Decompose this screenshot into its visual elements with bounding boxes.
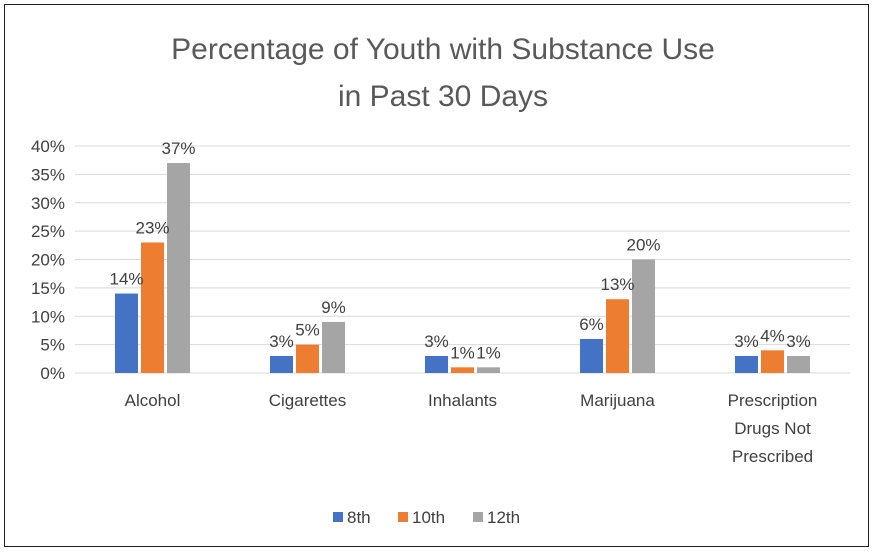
category-label: Marijuana [580,391,655,410]
category-label: Inhalants [428,391,497,410]
gridlines [75,145,850,374]
chart-title-line-1: Percentage of Youth with Substance Use [171,33,715,66]
y-axis-ticks: 0% 5% 10% 15% 20% 25% 30% 35% 40% [31,137,65,383]
category-label: Cigarettes [269,391,346,410]
data-label: 5% [295,321,320,340]
data-label: 23% [135,218,169,237]
category-label: Drugs Not [734,419,811,438]
data-label: 20% [626,236,660,255]
bar-10th-3 [606,299,629,373]
y-tick-label: 0% [40,364,65,383]
data-label: 9% [321,298,346,317]
bar-12th-4 [787,355,810,373]
data-labels: 14% 3% 3% 6% 3% 23% 5% 1% 13% 4% 37% 9% 1% 20% 3% [109,139,810,362]
bar-10th-1 [296,344,319,373]
y-tick-label: 20% [31,251,65,270]
data-label: 14% [109,270,143,289]
legend-swatch-12th [473,512,483,522]
data-label: 3% [786,332,811,351]
y-tick-label: 10% [31,307,65,326]
category-label: Alcohol [125,391,181,410]
data-label: 3% [269,332,294,351]
data-label: 6% [579,315,604,334]
bar-8th-0 [115,293,138,373]
bar-12th-2 [477,367,500,373]
legend: 8th 10th 12th [333,508,520,527]
bars [115,163,810,373]
bar-8th-3 [580,338,603,373]
chart-title: Percentage of Youth with Substance Use in… [171,33,715,113]
category-label: Prescription [728,391,818,410]
data-label: 4% [760,326,785,345]
legend-swatch-8th [333,512,343,522]
chart-svg: Percentage of Youth with Substance Use in… [31,33,850,527]
category-label: Prescribed [732,447,813,466]
bar-8th-1 [270,355,293,373]
y-tick-label: 30% [31,194,65,213]
legend-label-12th: 12th [487,508,520,527]
data-label: 1% [450,343,475,362]
bar-10th-2 [451,367,474,373]
bar-12th-1 [322,321,345,373]
legend-swatch-10th [398,512,408,522]
bar-8th-4 [735,355,758,373]
bar-12th-3 [632,259,655,373]
bar-10th-0 [141,242,164,373]
y-tick-label: 15% [31,279,65,298]
bar-12th-0 [167,163,190,373]
y-tick-label: 40% [31,137,65,156]
y-tick-label: 25% [31,222,65,241]
data-label: 13% [600,275,634,294]
y-tick-label: 35% [31,165,65,184]
legend-label-10th: 10th [412,508,445,527]
data-label: 3% [424,332,449,351]
chart-title-line-2: in Past 30 Days [338,80,548,113]
bar-10th-4 [761,350,784,373]
x-axis-categories: Alcohol Cigarettes Inhalants Marijuana Presc… [125,391,818,466]
data-label: 1% [476,343,501,362]
data-label: 37% [161,139,195,158]
y-tick-label: 5% [40,336,65,355]
data-label: 3% [734,332,759,351]
chart-frame: Percentage of Youth with Substance Use in… [4,4,869,547]
legend-label-8th: 8th [347,508,371,527]
bar-8th-2 [425,355,448,373]
